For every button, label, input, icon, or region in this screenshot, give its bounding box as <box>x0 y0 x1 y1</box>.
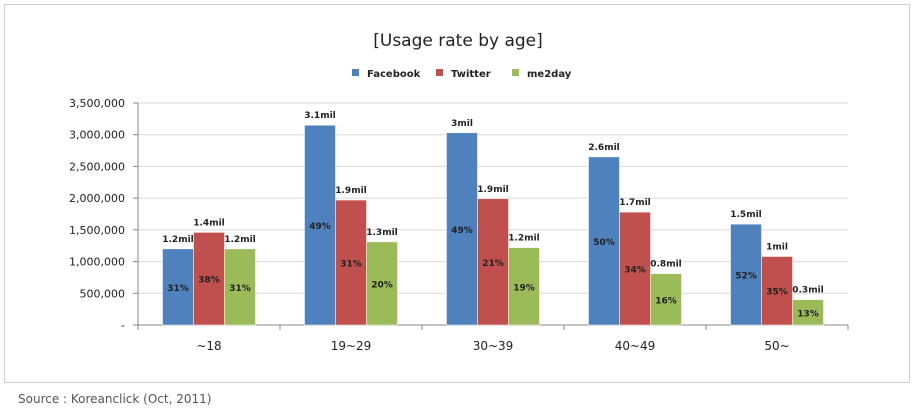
bar-twitter-3 <box>619 211 651 326</box>
bar-facebook-3 <box>588 156 620 326</box>
percent-label-twitter-0: 38% <box>198 276 220 286</box>
x-tick-label: 30~39 <box>473 339 514 353</box>
y-tick-label: 2,500,000 <box>69 160 125 173</box>
percent-label-me2day-2: 19% <box>513 283 535 293</box>
data-label-me2day-3: 0.8mil <box>650 260 682 270</box>
y-tick-label: 3,500,000 <box>69 97 125 110</box>
data-label-twitter-1: 1.9mil <box>335 186 367 196</box>
percent-label-me2day-0: 31% <box>229 284 251 294</box>
data-label-twitter-2: 1.9mil <box>477 185 509 195</box>
data-label-facebook-4: 1.5mil <box>730 210 762 220</box>
data-label-facebook-2: 3mil <box>451 119 473 129</box>
percent-label-me2day-1: 20% <box>371 280 393 290</box>
y-tick-label: - <box>121 319 125 332</box>
bar-facebook-2 <box>446 132 478 326</box>
bar-me2day-2 <box>508 247 540 326</box>
bar-me2day-3 <box>650 273 682 326</box>
x-tick-label: 50~ <box>764 339 789 353</box>
bar-me2day-1 <box>366 241 398 326</box>
bar-twitter-1 <box>335 199 367 326</box>
data-label-facebook-3: 2.6mil <box>588 143 620 153</box>
percent-label-twitter-1: 31% <box>340 260 362 270</box>
percent-label-facebook-1: 49% <box>309 222 331 232</box>
y-tick-label: 1,500,000 <box>69 224 125 237</box>
percent-label-facebook-3: 50% <box>593 238 615 248</box>
percent-label-twitter-4: 35% <box>766 288 788 298</box>
bar-twitter-0 <box>193 232 225 326</box>
data-label-twitter-3: 1.7mil <box>619 198 651 208</box>
data-label-me2day-1: 1.3mil <box>366 228 398 238</box>
percent-label-me2day-4: 13% <box>797 309 819 319</box>
data-label-twitter-0: 1.4mil <box>193 218 225 228</box>
y-tick-label: 1,000,000 <box>69 256 125 269</box>
bar-me2day-4 <box>792 299 824 326</box>
y-tick-label: 500,000 <box>80 287 126 300</box>
legend-label-facebook: Facebook <box>367 69 421 80</box>
percent-label-twitter-3: 34% <box>624 266 646 276</box>
chart-title: [Usage rate by age] <box>373 31 543 51</box>
bar-facebook-1 <box>304 124 336 326</box>
x-tick-label: 40~49 <box>615 339 656 353</box>
x-tick-label: ~18 <box>196 339 221 353</box>
bar-me2day-0 <box>224 248 256 326</box>
data-label-me2day-2: 1.2mil <box>508 234 540 244</box>
source-note: Source : Koreanclick (Oct, 2011) <box>18 392 212 406</box>
data-label-me2day-4: 0.3mil <box>792 286 824 296</box>
legend-label-twitter: Twitter <box>451 69 491 80</box>
percent-label-twitter-2: 21% <box>482 259 504 269</box>
bar-twitter-2 <box>477 198 509 326</box>
percent-label-facebook-0: 31% <box>167 284 189 294</box>
data-label-twitter-4: 1mil <box>766 242 788 252</box>
percent-label-me2day-3: 16% <box>655 296 677 306</box>
legend-swatch-me2day <box>512 69 519 76</box>
percent-label-facebook-2: 49% <box>451 226 473 236</box>
data-label-facebook-1: 3.1mil <box>304 111 336 121</box>
legend-label-me2day: me2day <box>527 69 572 80</box>
legend-swatch-facebook <box>352 69 359 76</box>
data-label-facebook-0: 1.2mil <box>162 235 194 245</box>
x-tick-label: 19~29 <box>331 339 372 353</box>
y-tick-label: 3,000,000 <box>69 129 125 142</box>
bar-facebook-0 <box>162 248 194 326</box>
percent-label-facebook-4: 52% <box>735 272 757 282</box>
y-tick-label: 2,000,000 <box>69 192 125 205</box>
bar-facebook-4 <box>730 223 762 326</box>
bar-twitter-4 <box>761 256 793 326</box>
legend-swatch-twitter <box>436 69 443 76</box>
data-label-me2day-0: 1.2mil <box>224 235 256 245</box>
